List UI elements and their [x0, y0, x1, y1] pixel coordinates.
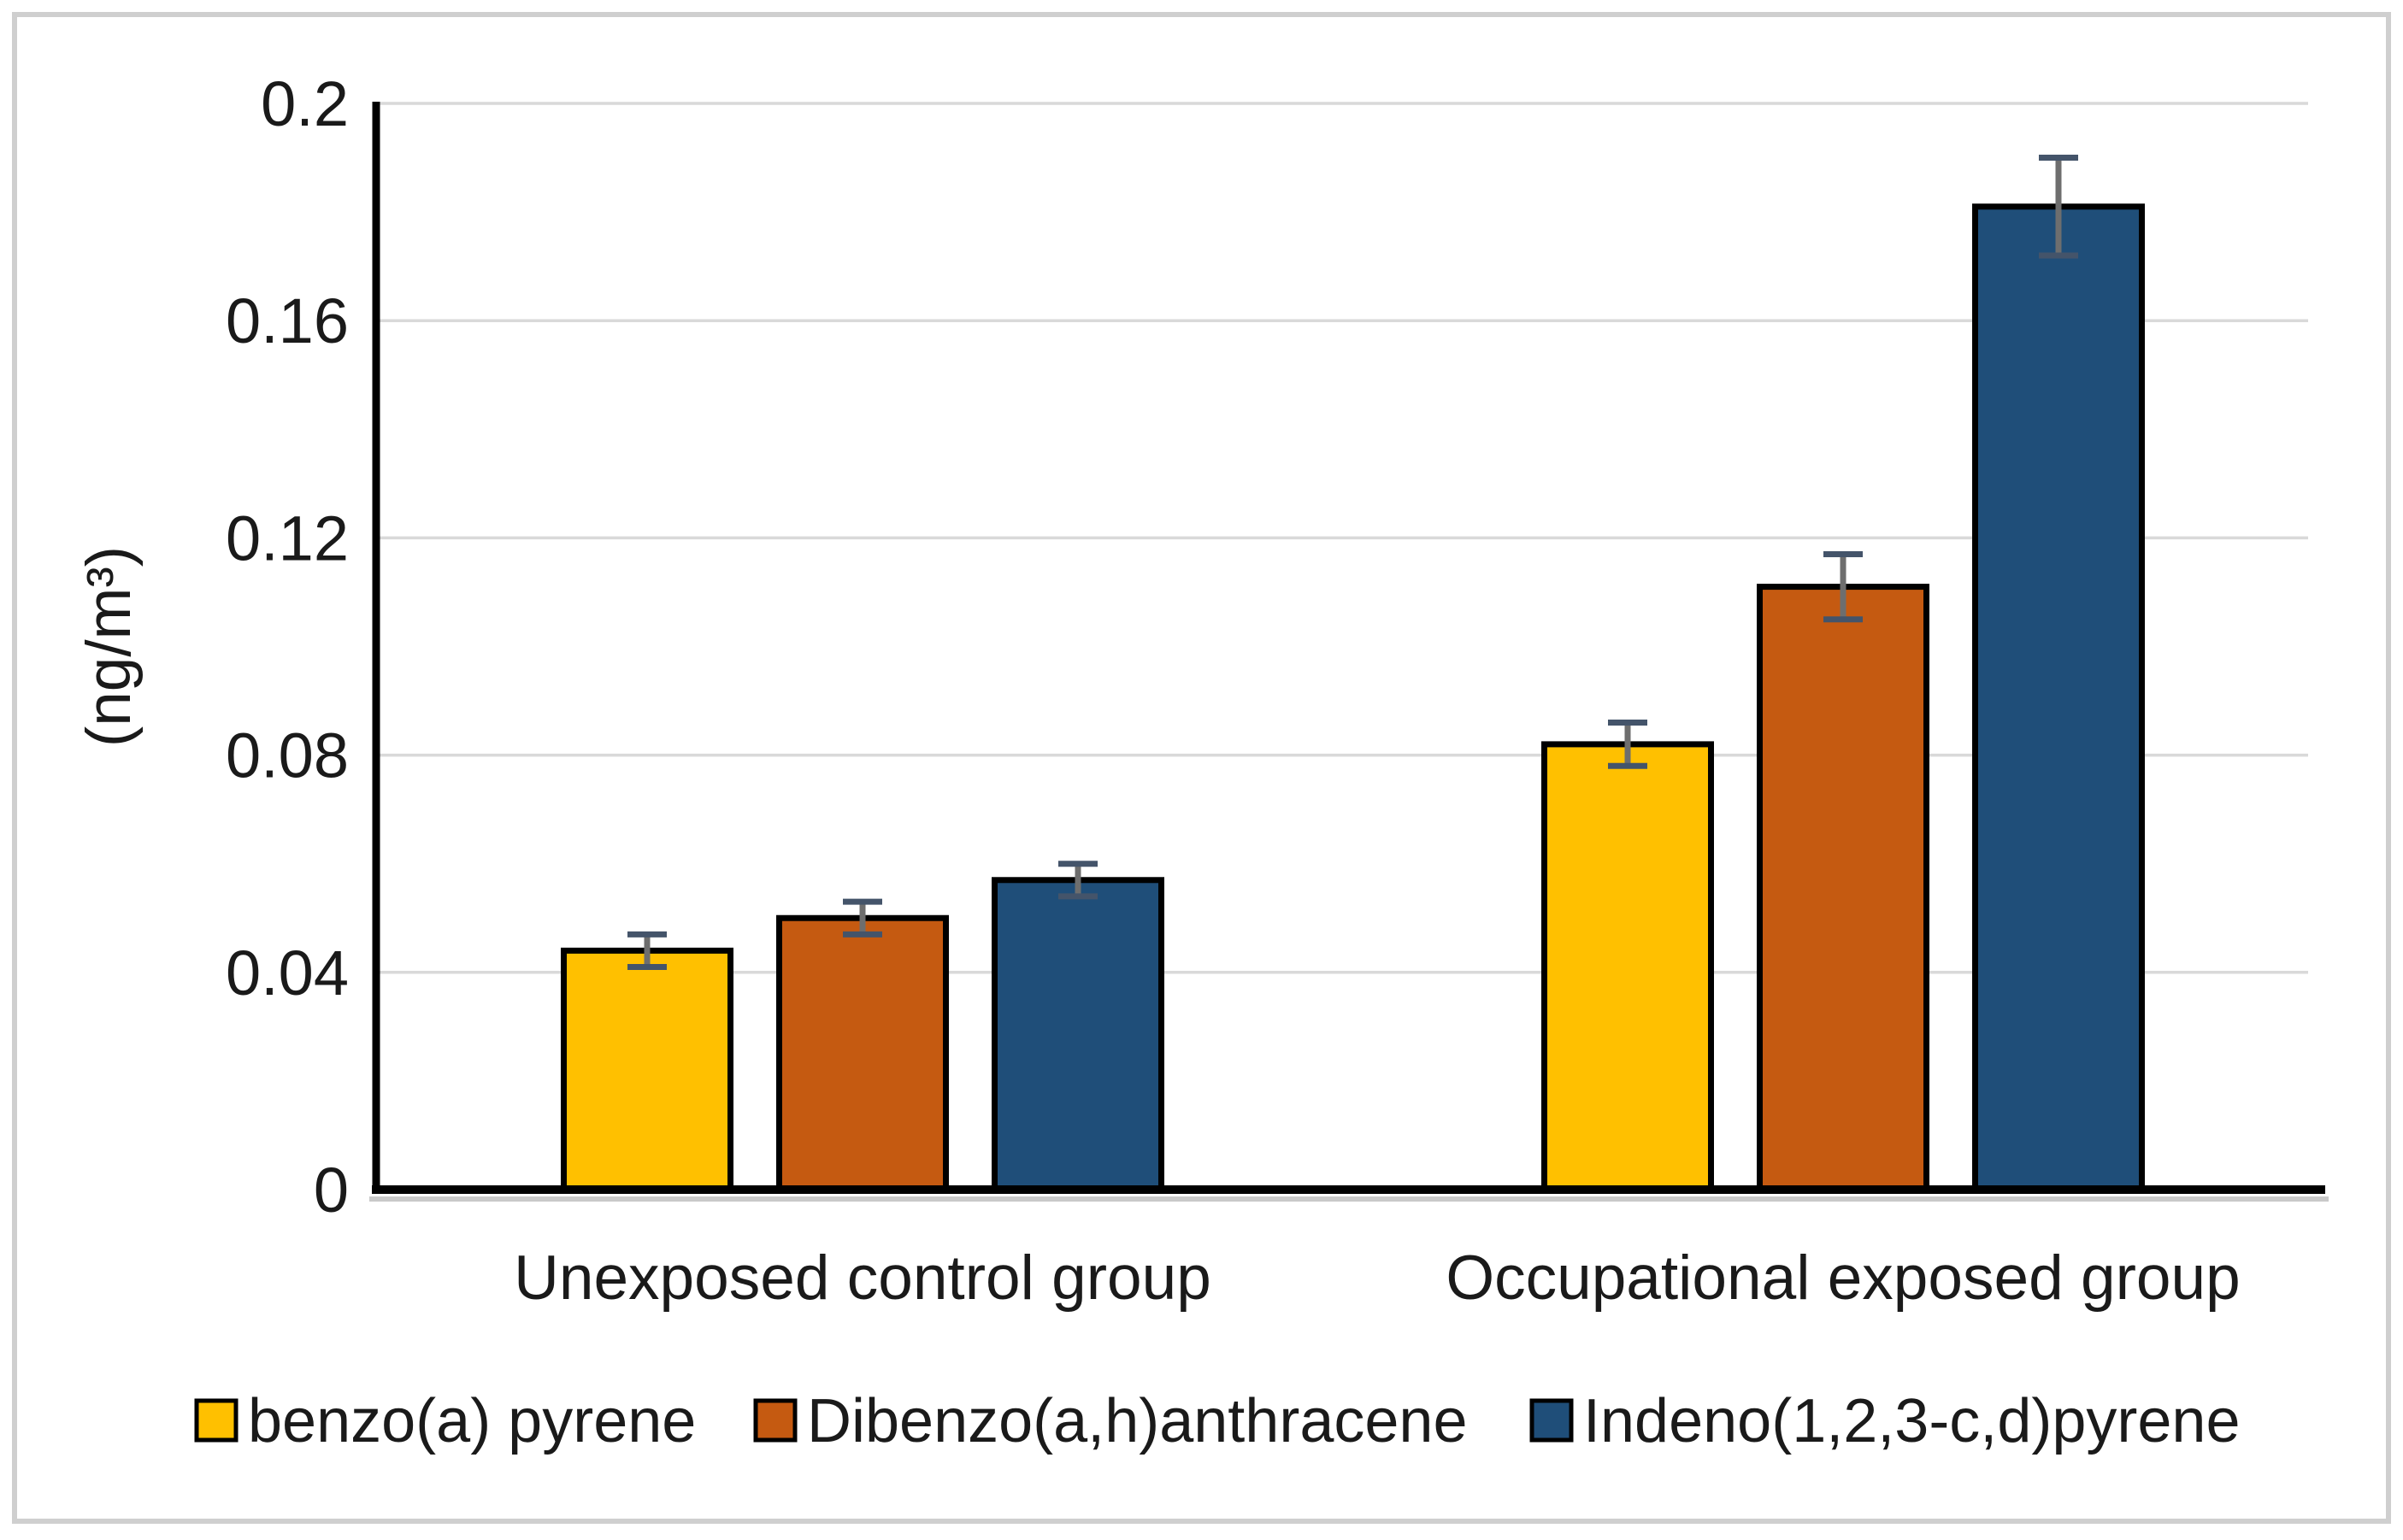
- bar-dibenzo-a-h-anthracene-occupational-exposed-group: [1757, 584, 1929, 1193]
- bar-benzo-a-pyrene-occupational-exposed-group: [1541, 741, 1714, 1193]
- y-tick-label-0.08: 0.08: [226, 720, 349, 791]
- y-tick-label-0.04: 0.04: [226, 938, 349, 1008]
- bar-dibenzo-a-h-anthracene-unexposed-control-group: [776, 914, 949, 1193]
- legend-swatch-benzo-a-pyrene: [194, 1398, 239, 1443]
- bar-indeno-1-2-3-c-d-pyrene-unexposed-control-group: [992, 877, 1164, 1193]
- bar-indeno-1-2-3-c-d-pyrene-occupational-exposed-group: [1972, 203, 2145, 1193]
- y-tick-label-0.12: 0.12: [226, 503, 349, 573]
- x-category-label-unexposed-control-group: Unexposed control group: [514, 1243, 1211, 1313]
- y-tick-label-0.2: 0.2: [261, 68, 349, 139]
- legend-swatch-dibenzo-a-h-anthracene: [753, 1398, 798, 1443]
- legend-swatch-indeno-1-2-3-c-d-pyrene: [1529, 1398, 1574, 1443]
- legend-label-benzo-a-pyrene: benzo(a) pyrene: [248, 1387, 696, 1455]
- x-category-label-occupational-exposed-group: Occupational exposed group: [1446, 1243, 2240, 1313]
- y-tick-label-0.16: 0.16: [226, 285, 349, 356]
- legend-label-indeno-1-2-3-c-d-pyrene: Indeno(1,2,3-c,d)pyrene: [1583, 1387, 2240, 1455]
- legend-label-dibenzo-a-h-anthracene: Dibenzo(a,h)anthracene: [807, 1387, 1468, 1455]
- y-axis-title: (ng/m³): [74, 546, 144, 747]
- y-tick-label-0: 0: [314, 1155, 349, 1226]
- bar-benzo-a-pyrene-unexposed-control-group: [561, 947, 733, 1193]
